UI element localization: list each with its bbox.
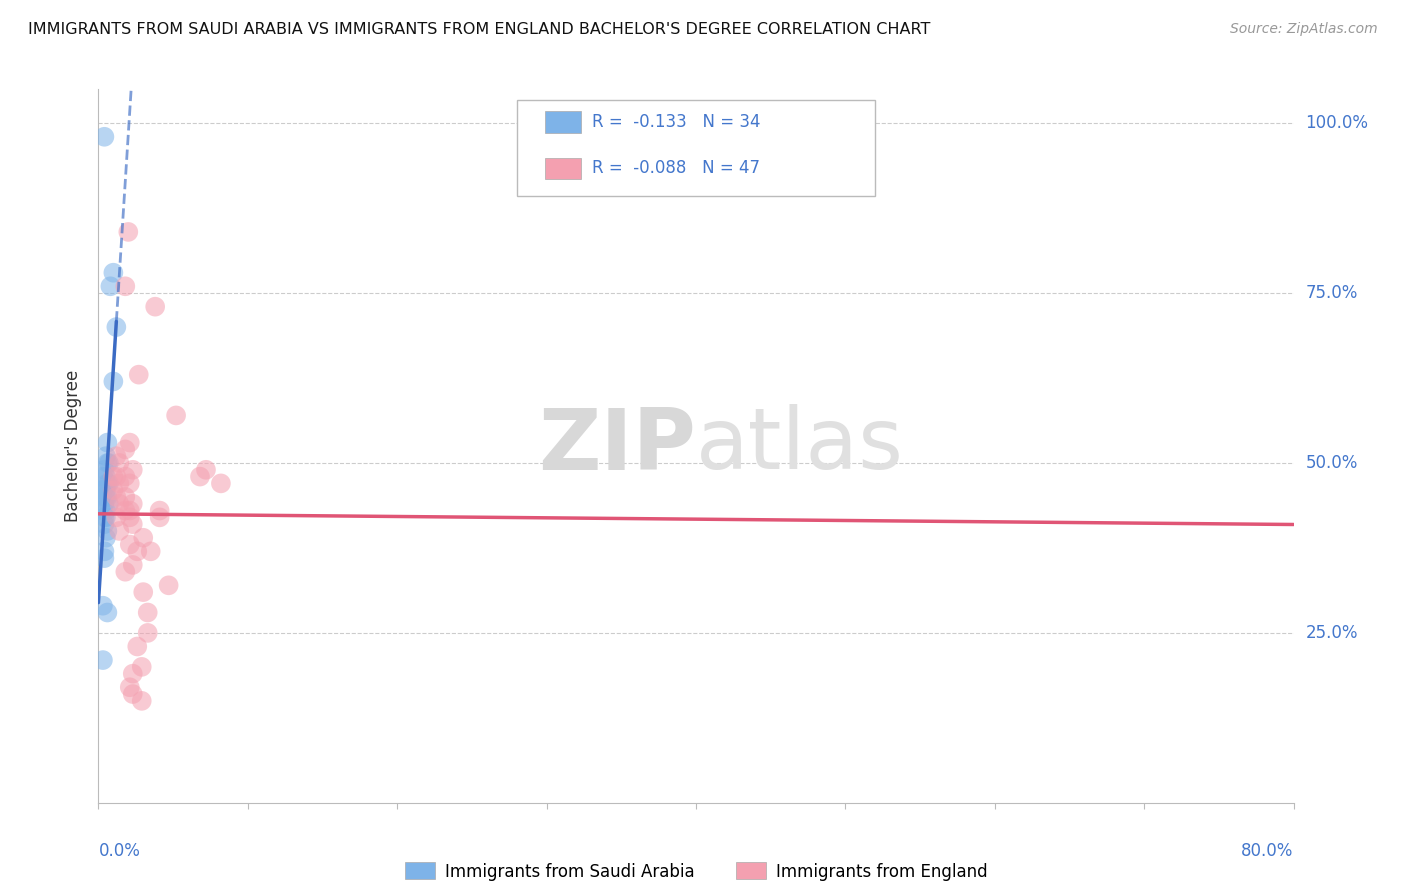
Point	[94, 531, 117, 545]
Point	[91, 653, 114, 667]
Point	[96, 476, 118, 491]
Point	[136, 626, 159, 640]
Point	[131, 694, 153, 708]
Point	[118, 435, 141, 450]
Point	[94, 483, 117, 498]
Point	[94, 490, 117, 504]
Point	[93, 551, 115, 566]
Point	[114, 469, 136, 483]
Point	[96, 490, 118, 504]
Point	[136, 606, 159, 620]
Text: R =  -0.133   N = 34: R = -0.133 N = 34	[592, 113, 761, 131]
Text: ZIP: ZIP	[538, 404, 696, 488]
Point	[103, 483, 125, 498]
Point	[91, 599, 114, 613]
Text: atlas: atlas	[696, 404, 904, 488]
Text: R =  -0.088   N = 47: R = -0.088 N = 47	[592, 160, 761, 178]
Point	[149, 510, 172, 524]
Point	[97, 476, 120, 491]
Point	[139, 544, 162, 558]
Text: 0.0%: 0.0%	[98, 842, 141, 860]
Text: IMMIGRANTS FROM SAUDI ARABIA VS IMMIGRANTS FROM ENGLAND BACHELOR'S DEGREE CORREL: IMMIGRANTS FROM SAUDI ARABIA VS IMMIGRAN…	[28, 22, 931, 37]
Point	[96, 435, 118, 450]
Point	[94, 503, 117, 517]
Point	[94, 469, 117, 483]
Point	[128, 368, 150, 382]
Legend: Immigrants from Saudi Arabia, Immigrants from England: Immigrants from Saudi Arabia, Immigrants…	[398, 855, 994, 888]
Point	[98, 279, 122, 293]
Point	[108, 524, 131, 538]
Point	[93, 517, 115, 532]
Point	[91, 483, 114, 498]
Point	[118, 510, 141, 524]
Point	[121, 463, 143, 477]
Point	[188, 469, 211, 483]
Point	[96, 456, 118, 470]
Y-axis label: Bachelor's Degree: Bachelor's Degree	[65, 370, 83, 522]
Point	[114, 490, 136, 504]
Point	[93, 544, 115, 558]
Point	[118, 476, 141, 491]
Text: 50.0%: 50.0%	[1305, 454, 1358, 472]
Point	[91, 503, 114, 517]
Text: Source: ZipAtlas.com: Source: ZipAtlas.com	[1230, 22, 1378, 37]
Point	[93, 497, 115, 511]
FancyBboxPatch shape	[546, 112, 581, 133]
Point	[105, 510, 128, 524]
Point	[97, 497, 120, 511]
FancyBboxPatch shape	[517, 100, 875, 196]
Point	[114, 279, 136, 293]
Point	[121, 687, 143, 701]
Point	[94, 449, 117, 463]
Point	[114, 565, 136, 579]
Point	[165, 409, 187, 423]
Point	[103, 266, 125, 280]
Point	[91, 469, 114, 483]
Point	[118, 537, 141, 551]
Point	[108, 497, 131, 511]
Point	[103, 469, 125, 483]
Point	[108, 456, 131, 470]
Point	[114, 442, 136, 457]
Point	[121, 666, 143, 681]
Point	[143, 300, 166, 314]
Point	[127, 640, 149, 654]
Text: 100.0%: 100.0%	[1305, 114, 1368, 132]
Point	[93, 129, 115, 144]
Point	[108, 476, 131, 491]
Point	[93, 490, 115, 504]
Point	[149, 503, 172, 517]
Point	[96, 524, 118, 538]
Point	[93, 510, 115, 524]
Point	[94, 510, 117, 524]
Text: 80.0%: 80.0%	[1241, 842, 1294, 860]
Point	[131, 660, 153, 674]
Point	[194, 463, 218, 477]
FancyBboxPatch shape	[546, 158, 581, 179]
Point	[105, 320, 128, 334]
Point	[132, 531, 155, 545]
Point	[114, 503, 136, 517]
Point	[103, 375, 125, 389]
Point	[132, 585, 155, 599]
Point	[209, 476, 232, 491]
Point	[97, 456, 120, 470]
Point	[105, 490, 128, 504]
Point	[105, 469, 128, 483]
Point	[118, 503, 141, 517]
Point	[93, 463, 115, 477]
Point	[121, 558, 143, 572]
Point	[157, 578, 180, 592]
Point	[105, 449, 128, 463]
Point	[91, 483, 114, 498]
Point	[121, 517, 143, 532]
Text: 25.0%: 25.0%	[1305, 624, 1358, 642]
Point	[96, 606, 118, 620]
Point	[127, 544, 149, 558]
Point	[118, 680, 141, 694]
Text: 75.0%: 75.0%	[1305, 284, 1358, 302]
Point	[121, 497, 143, 511]
Point	[117, 225, 139, 239]
